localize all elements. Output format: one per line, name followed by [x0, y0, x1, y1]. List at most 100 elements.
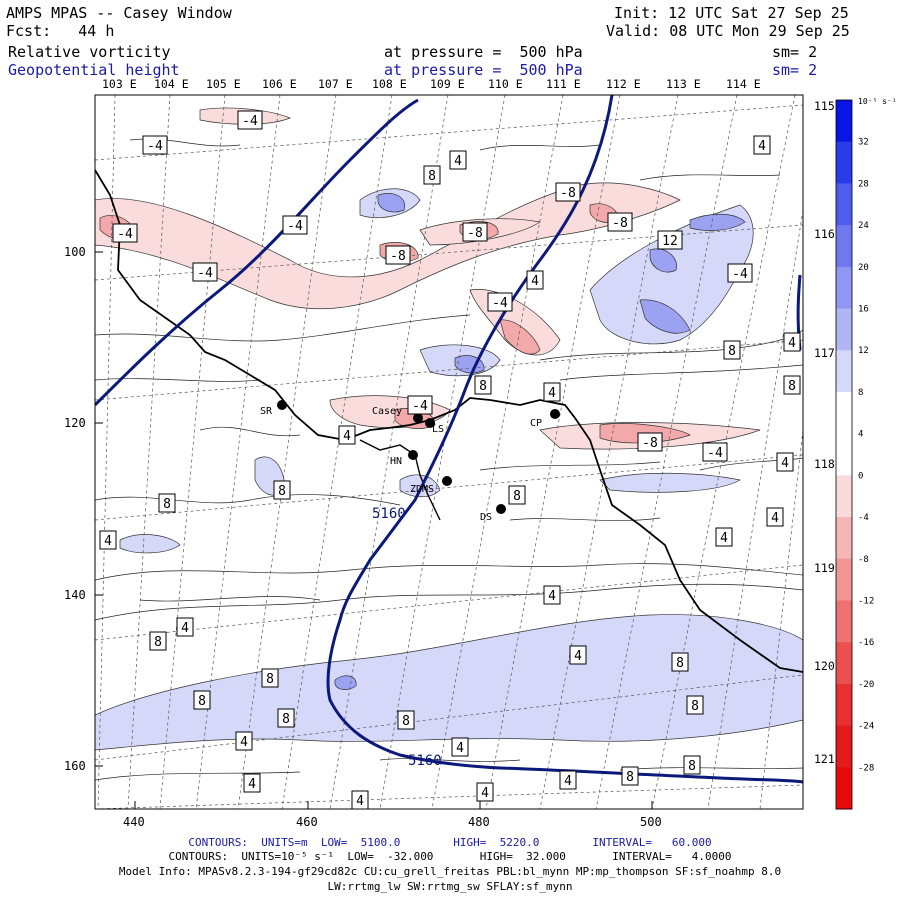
colorbar-swatch: [836, 600, 852, 643]
svg-text:8: 8: [282, 712, 290, 727]
coastline: [95, 169, 803, 673]
vorticity-value-label: 4: [338, 425, 356, 445]
station-dot: [425, 418, 435, 428]
station-label: HN: [390, 456, 402, 467]
colorbar-tick-label: 8: [858, 388, 863, 398]
x-tick-label: 440: [123, 815, 145, 829]
colorbar-tick-label: -28: [858, 763, 874, 773]
lon-label: 106 E: [262, 77, 297, 91]
y-tick-label: 100: [64, 245, 86, 259]
svg-text:4: 4: [454, 154, 462, 169]
vorticity-value-label: -4: [142, 135, 168, 155]
lon-label: 108 E: [372, 77, 407, 91]
field2-smooth: sm= 2: [772, 61, 818, 79]
colorbar-swatch: [836, 308, 852, 351]
svg-text:4: 4: [343, 429, 351, 444]
vorticity-value-label: 8: [683, 755, 701, 775]
x-tick-label: 480: [468, 815, 490, 829]
svg-text:-4: -4: [117, 227, 133, 242]
footer-height-contours: CONTOURS: UNITS=m LOW= 5100.0 HIGH= 5220…: [188, 836, 712, 849]
vorticity-value-label: -8: [385, 245, 411, 265]
svg-text:8: 8: [154, 635, 162, 650]
y-tick-label: 160: [64, 759, 86, 773]
station-dot: [442, 476, 452, 486]
vorticity-value-label: -4: [112, 223, 138, 243]
svg-text:4: 4: [104, 534, 112, 549]
svg-text:4: 4: [564, 774, 572, 789]
vorticity-value-label: 8: [149, 631, 167, 651]
station-dot: [496, 504, 506, 514]
svg-text:4: 4: [788, 336, 796, 351]
vorticity-value-label: 8: [273, 480, 291, 500]
svg-text:-4: -4: [492, 296, 508, 311]
vorticity-value-label: 8: [686, 695, 704, 715]
lon-label: 111 E: [546, 77, 581, 91]
plot-frame: [94, 94, 804, 810]
vorticity-value-label: 4: [449, 150, 467, 170]
colorbar-swatch: [836, 558, 852, 601]
colorbar-swatch: [836, 767, 852, 810]
svg-text:-8: -8: [612, 216, 628, 231]
footer-vorticity-contours: CONTOURS: UNITS=10⁻⁵ s⁻¹ LOW= -32.000 HI…: [168, 850, 732, 863]
vorticity-value-label: 12: [657, 230, 683, 250]
vorticity-value-label: 4: [783, 332, 801, 352]
svg-text:-8: -8: [390, 249, 406, 264]
vorticity-value-label: 4: [99, 530, 117, 550]
vorticity-value-label: 4: [776, 452, 794, 472]
positive-vorticity-shading: [95, 188, 803, 751]
lon-label: 114 E: [726, 77, 761, 91]
vorticity-value-label: 4: [235, 731, 253, 751]
vorticity-value-label: 8: [158, 493, 176, 513]
vorticity-value-label: -4: [487, 292, 513, 312]
station-label: ZDMS: [410, 484, 434, 495]
vorticity-value-label: -8: [607, 212, 633, 232]
svg-text:8: 8: [788, 379, 796, 394]
positive-vorticity-shading-strong: [334, 193, 746, 690]
vorticity-value-label: 8: [277, 708, 295, 728]
station-label: DS: [480, 512, 492, 523]
lon-label: 109 E: [430, 77, 465, 91]
svg-text:4: 4: [781, 456, 789, 471]
vorticity-value-label: -4: [282, 215, 308, 235]
vorticity-value-label: 4: [766, 507, 784, 527]
colorbar-swatch: [836, 642, 852, 685]
vorticity-value-label: 4: [753, 135, 771, 155]
svg-text:-4: -4: [732, 267, 748, 282]
vorticity-value-label: 4: [176, 617, 194, 637]
vorticity-value-label: 4: [543, 382, 561, 402]
y-tick-label: 140: [64, 588, 86, 602]
vorticity-value-label: -8: [555, 182, 581, 202]
vorticity-value-label: -4: [407, 395, 433, 415]
colorbar-tick-label: 32: [858, 138, 869, 148]
field2-name: Geopotential height: [8, 61, 180, 79]
vorticity-value-label: -4: [702, 442, 728, 462]
svg-text:-4: -4: [412, 399, 428, 414]
colorbar-swatch: [836, 350, 852, 393]
svg-text:8: 8: [513, 489, 521, 504]
svg-text:8: 8: [728, 344, 736, 359]
colorbar-tick-label: -12: [858, 596, 874, 606]
colorbar-tick-label: -8: [858, 555, 869, 565]
colorbar-swatch: [836, 100, 852, 143]
vorticity-value-label: 8: [621, 766, 639, 786]
vorticity-value-label: 8: [397, 710, 415, 730]
colorbar-swatch: [836, 141, 852, 184]
colorbar-swatch: [836, 391, 852, 435]
axis-ticks: [95, 251, 653, 809]
svg-text:-4: -4: [147, 139, 163, 154]
x-tick-label: 460: [296, 815, 318, 829]
colorbar-tick-label: 24: [858, 221, 869, 231]
colorbar-tick-label: 4: [858, 430, 863, 440]
svg-text:-8: -8: [467, 226, 483, 241]
station-label: CP: [530, 418, 542, 429]
svg-text:-4: -4: [707, 446, 723, 461]
station-label: LS: [432, 424, 444, 435]
svg-text:4: 4: [720, 531, 728, 546]
vorticity-value-label: 8: [671, 652, 689, 672]
vorticity-value-label: -4: [192, 262, 218, 282]
station-dot: [277, 400, 287, 410]
height-contour-label: 5160: [408, 753, 442, 769]
svg-text:-4: -4: [287, 219, 303, 234]
y-tick-label: 120: [64, 416, 86, 430]
station-dot: [408, 450, 418, 460]
